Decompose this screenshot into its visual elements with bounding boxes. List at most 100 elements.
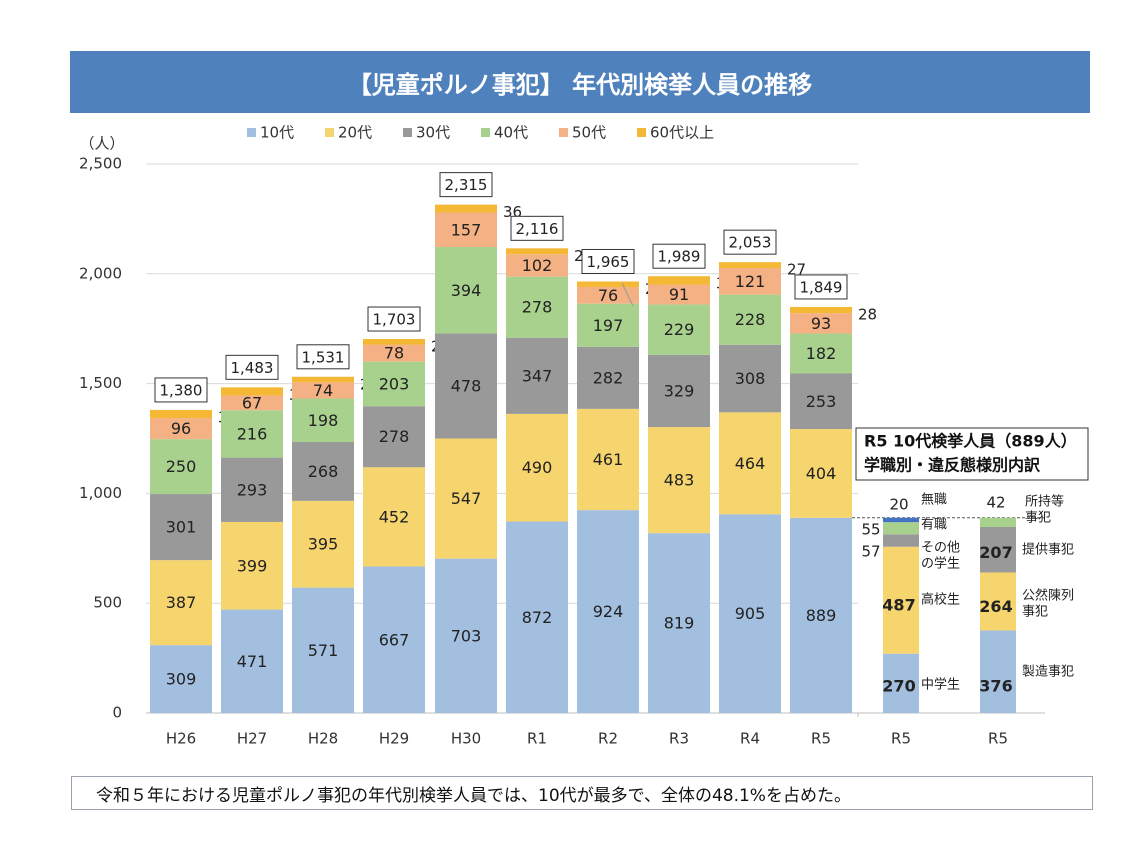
total-label: 1,380	[160, 381, 203, 399]
data-label: 76	[598, 286, 618, 305]
data-label: 78	[384, 344, 404, 363]
bar-segment	[790, 429, 852, 518]
legend-label: 60代以上	[650, 124, 714, 142]
breakdown-value-label: 264	[979, 597, 1012, 616]
x-tick-label: R5	[891, 730, 911, 748]
data-label: 27	[787, 261, 806, 279]
data-label: 387	[166, 593, 197, 612]
x-tick-label: H28	[308, 730, 338, 748]
x-tick-label: R4	[740, 730, 760, 748]
breakdown-value-label: 55	[861, 521, 880, 539]
breakdown-value-label: 20	[889, 496, 908, 514]
y-tick-label: 1,000	[79, 484, 122, 502]
data-label: 203	[379, 374, 410, 393]
data-label: 228	[735, 310, 766, 329]
bar-segment	[648, 284, 710, 305]
y-tick-label: 2,500	[79, 155, 122, 173]
data-label: 28	[858, 305, 877, 323]
breakdown-segment	[883, 522, 919, 535]
bar-segment	[150, 439, 212, 495]
bar-segment	[292, 398, 354, 443]
total-box	[439, 172, 493, 198]
bar-segment	[435, 247, 497, 334]
bar-segment	[648, 304, 710, 355]
data-label: 278	[522, 298, 553, 317]
bar-segment	[719, 514, 781, 713]
breakdown-value-label: 270	[882, 677, 915, 696]
data-label: 452	[379, 507, 410, 526]
breakdown-category-label: 事犯	[1022, 605, 1048, 620]
bar-segment	[435, 204, 497, 213]
bar-segment	[506, 276, 568, 338]
total-box	[154, 377, 208, 403]
y-tick-label: 1,500	[79, 374, 122, 392]
total-box	[581, 248, 635, 274]
breakdown-value-label: 42	[986, 494, 1005, 512]
bar-segment	[150, 418, 212, 440]
x-tick-label: R3	[669, 730, 689, 748]
data-label: 308	[735, 369, 766, 388]
breakdown-category-label: 製造事犯	[1022, 665, 1074, 680]
total-label: 2,116	[516, 220, 559, 238]
bar-segment	[648, 533, 710, 713]
bar-segment	[577, 303, 639, 347]
bar-segment	[648, 276, 710, 285]
bar-segment	[719, 294, 781, 345]
data-label: 329	[664, 381, 695, 400]
chart-title: 【児童ポルノ事犯】 年代別検挙人員の推移	[70, 51, 1090, 113]
breakdown-segment	[980, 630, 1016, 713]
bar-segment	[577, 408, 639, 511]
x-tick-label: H27	[237, 730, 267, 748]
bar-segment	[790, 373, 852, 430]
legend-swatch	[325, 128, 334, 137]
legend-swatch	[559, 128, 568, 137]
breakdown-category-label: 所持等	[1025, 494, 1064, 510]
total-box	[794, 274, 848, 300]
data-label: 399	[237, 556, 268, 575]
bar-segment	[435, 438, 497, 559]
bar-segment	[150, 494, 212, 561]
data-label: 471	[237, 652, 268, 671]
breakdown-category-label: の学生	[921, 556, 960, 572]
breakdown-value-label: 57	[861, 543, 880, 561]
data-label: 182	[806, 344, 837, 363]
bar-segment	[292, 442, 354, 501]
bar-segment	[292, 500, 354, 588]
breakdown-category-label: その他	[921, 541, 960, 556]
bar-segment	[363, 361, 425, 407]
y-tick-label: 2,000	[79, 264, 122, 282]
breakdown-value-label: 487	[882, 596, 915, 615]
total-box	[723, 229, 777, 255]
breakdown-segment	[883, 534, 919, 547]
bar-segment	[435, 212, 497, 248]
legend-swatch	[637, 128, 646, 137]
data-label: 483	[664, 471, 695, 490]
data-label: 547	[451, 489, 482, 508]
data-label: 571	[308, 641, 339, 660]
breakdown-value-label: 207	[979, 543, 1012, 562]
data-label: 924	[593, 602, 624, 621]
legend-label: 30代	[416, 124, 450, 142]
x-tick-label: R1	[527, 730, 547, 748]
breakdown-title-line: R5 10代検挙人員（889人）	[864, 432, 1077, 451]
total-label: 1,965	[587, 253, 630, 271]
legend-swatch	[403, 128, 412, 137]
bar-segment	[363, 406, 425, 468]
legend-swatch	[247, 128, 256, 137]
total-label: 1,989	[658, 248, 701, 266]
x-tick-label: R2	[598, 730, 618, 748]
data-label: 74	[313, 381, 333, 400]
bar-segment	[221, 609, 283, 713]
bar-segment	[577, 281, 639, 287]
total-box	[367, 306, 421, 332]
total-box	[225, 354, 279, 380]
data-label: 197	[593, 316, 624, 335]
bar-segment	[292, 587, 354, 713]
breakdown-category-label: 提供事犯	[1022, 542, 1074, 558]
data-label: 490	[522, 458, 553, 477]
bar-segment	[363, 467, 425, 567]
breakdown-category-label: 高校生	[921, 592, 960, 608]
x-tick-label: H30	[451, 730, 481, 748]
total-box	[652, 243, 706, 269]
data-label: 667	[379, 630, 410, 649]
